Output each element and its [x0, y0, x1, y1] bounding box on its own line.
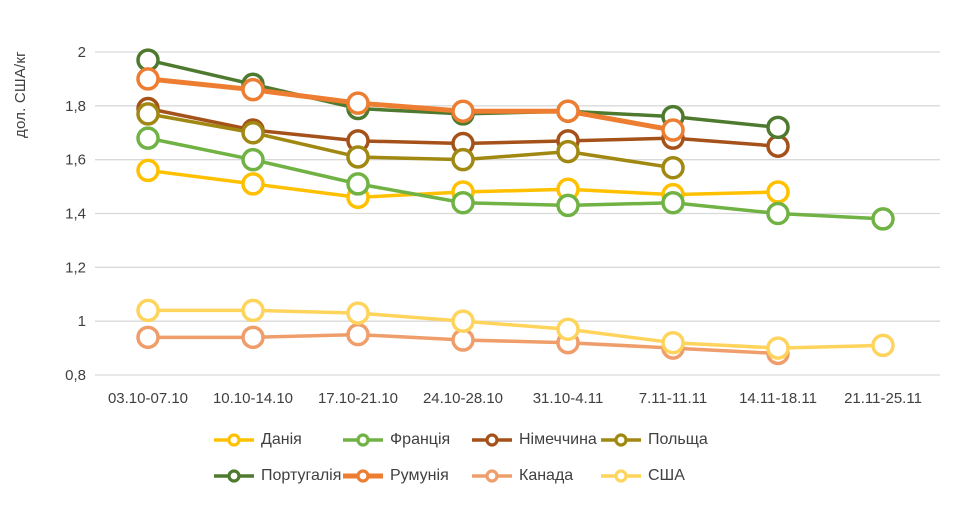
x-tick-label: 31.10-4.11 [533, 390, 604, 407]
data-point-marker [451, 328, 475, 352]
data-point-marker [871, 207, 895, 231]
data-point-marker [241, 147, 265, 172]
data-point-marker [556, 317, 580, 341]
legend-marker-icon [343, 433, 383, 447]
data-point-marker [661, 330, 685, 355]
legend-label: Польща [648, 431, 708, 448]
legend-item-1: Франція [342, 430, 471, 450]
data-point-marker [556, 99, 580, 123]
data-point-marker [241, 121, 265, 145]
legend-item-7: США [600, 466, 729, 486]
chart-svg: 2 1,8 1,6 1,4 1,2 1 0,8 03.10-07.10 10.10-14.10 1… [65, 44, 940, 407]
x-tick-label: 14.11-18.11 [739, 390, 817, 407]
legend-marker-icon [472, 433, 512, 447]
legend-marker-icon [343, 469, 383, 483]
series-line-3 [146, 112, 675, 170]
legend-item-4: Португалія [213, 466, 342, 486]
plot-area: 2 1,8 1,6 1,4 1,2 1 0,8 03.10-07.10 10.10-14.10 1… [65, 44, 940, 407]
legend-marker-icon [472, 469, 512, 483]
data-point-marker [136, 298, 160, 323]
x-tick-label: 10.10-14.10 [213, 390, 293, 407]
legend-marker-icon [214, 433, 254, 447]
legend-item-5: Румунія [342, 466, 471, 486]
data-point-marker [346, 172, 370, 196]
legend-label: Канада [519, 467, 574, 484]
x-tick-label: 21.11-25.11 [844, 390, 922, 407]
legend-label: Данія [261, 431, 302, 448]
data-point-marker [661, 190, 685, 215]
data-point-marker [661, 155, 685, 180]
x-tick-label: 24.10-28.10 [423, 390, 503, 407]
legend-item-0: Данія [213, 430, 342, 450]
legend-label: Румунія [390, 467, 449, 484]
data-point-marker [136, 126, 160, 150]
data-point-marker [766, 134, 790, 158]
legend-label: Німеччина [519, 431, 597, 448]
data-point-marker [556, 139, 580, 164]
data-point-marker [451, 309, 475, 333]
x-tick-label: 7.11-11.11 [639, 390, 707, 407]
data-point-marker [556, 193, 580, 218]
data-point-marker [451, 99, 475, 123]
data-point-marker [451, 190, 475, 215]
data-point-marker [661, 118, 685, 142]
data-point-marker [136, 158, 160, 183]
legend-marker-icon [601, 433, 641, 447]
data-point-marker [346, 322, 370, 347]
legend-label: Франція [390, 431, 451, 448]
series-line-7 [146, 308, 885, 350]
y-tick-label: 1 [78, 313, 86, 330]
data-point-marker [241, 325, 265, 350]
data-point-marker [241, 77, 265, 102]
chart-legend: Данія Франція Німеччина Польща Португалія Рум… [213, 430, 729, 486]
legend-marker-icon [601, 469, 641, 483]
data-point-marker [136, 48, 160, 72]
legend-label: Португалія [261, 467, 342, 484]
x-tick-label: 03.10-07.10 [108, 390, 188, 407]
x-tick-label: 17.10-21.10 [318, 390, 398, 407]
legend-item-3: Польща [600, 430, 729, 450]
y-tick-label: 1,4 [65, 206, 86, 223]
data-point-marker [451, 147, 475, 172]
data-point-marker [136, 325, 160, 350]
data-point-marker [136, 102, 160, 126]
legend-label: США [648, 467, 685, 484]
data-point-marker [766, 180, 790, 204]
data-point-marker [346, 91, 370, 115]
data-point-marker [766, 336, 790, 360]
y-tick-label: 1,6 [65, 152, 86, 169]
data-point-marker [241, 172, 265, 196]
series-line-1 [146, 136, 885, 221]
data-point-marker [241, 298, 265, 323]
data-point-marker [346, 145, 370, 169]
data-point-marker [766, 115, 790, 140]
legend-item-2: Німеччина [471, 430, 600, 450]
data-point-marker [766, 201, 790, 226]
data-point-marker [871, 333, 895, 358]
y-tick-label: 1,2 [65, 259, 86, 276]
legend-marker-icon [214, 469, 254, 483]
y-tick-label: 2 [78, 44, 86, 61]
y-tick-label: 0,8 [65, 367, 86, 384]
data-point-marker [136, 67, 160, 91]
y-tick-label: 1,8 [65, 98, 86, 115]
series-line-5 [145, 76, 676, 133]
legend-item-6: Канада [471, 466, 600, 486]
data-point-marker [346, 301, 370, 325]
